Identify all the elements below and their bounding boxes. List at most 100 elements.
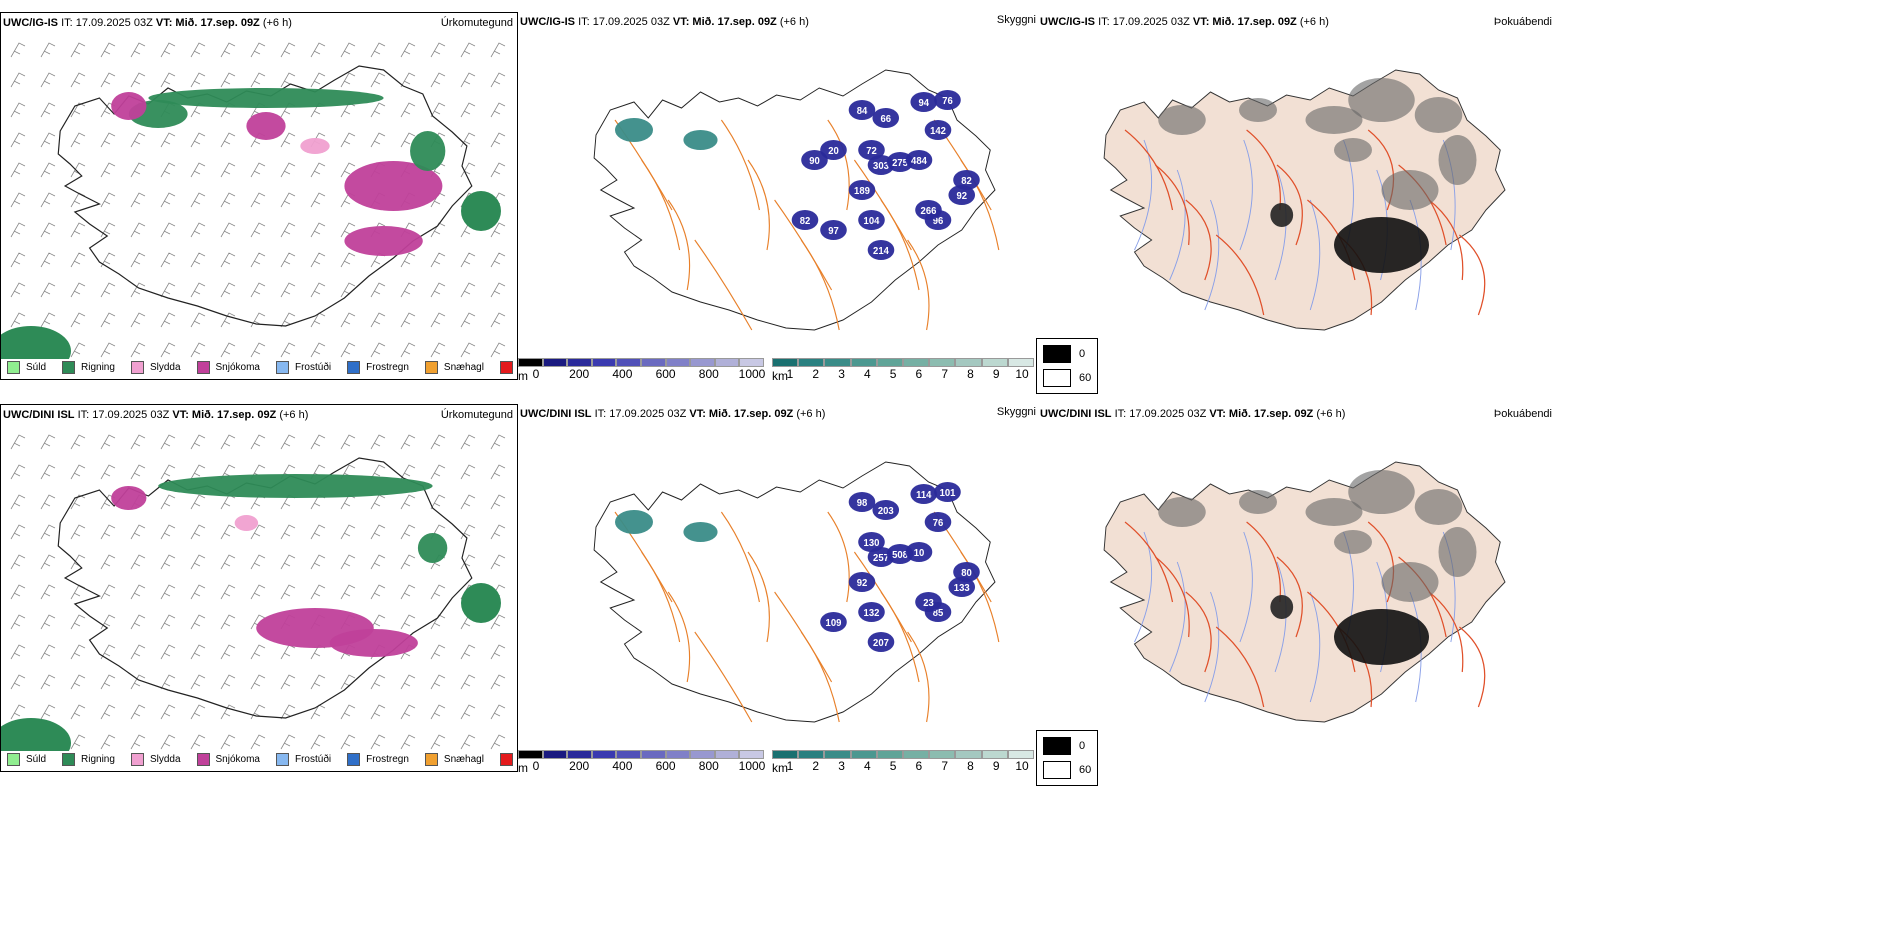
ceiling-value-label: 104	[864, 216, 880, 227]
wind-barb	[10, 704, 26, 720]
wind-barb	[460, 102, 476, 118]
colorbar-tick: 1	[786, 759, 794, 773]
road	[1215, 234, 1265, 316]
wind-barb	[310, 282, 326, 298]
colorbar-tick: 5	[889, 759, 897, 773]
wind-barb	[280, 704, 296, 720]
road	[747, 159, 770, 251]
init-time: IT: 17.09.2025 03Z	[594, 408, 687, 420]
legend-label: Snæhagl	[443, 361, 484, 373]
panel-header: UWC/DINI ISL IT: 17.09.2025 03Z VT: Mið.…	[1040, 408, 1345, 420]
snow-area	[246, 112, 286, 140]
wind-barb	[190, 312, 206, 328]
wind-barb	[10, 464, 26, 480]
colorbar-tick: 800	[698, 367, 719, 381]
wind-barb	[460, 252, 476, 268]
panel-header: UWC/DINI ISL IT: 17.09.2025 03Z VT: Mið.…	[520, 408, 825, 420]
ceiling-value-label: 23	[923, 598, 934, 609]
road	[747, 551, 770, 643]
wind-barb	[460, 494, 476, 510]
fog-map	[1103, 69, 1506, 331]
legend-item: Súld	[7, 360, 46, 374]
precip-type-panel-bottom: UWC/DINI ISL IT: 17.09.2025 03Z VT: Mið.…	[0, 404, 547, 772]
colorbar-cells	[518, 750, 764, 759]
wind-barb	[100, 192, 116, 208]
colorbar-unit: km	[772, 369, 788, 383]
wind-barb	[430, 644, 446, 660]
road	[641, 551, 681, 643]
ceiling-value-label: 92	[956, 191, 967, 202]
ceiling-colorbar: m 0 200 400 600 800 1000	[518, 358, 766, 383]
colorbar-tick: 10	[1015, 759, 1029, 773]
wind-barb	[280, 644, 296, 660]
colorbar-cell	[714, 358, 740, 367]
road	[720, 511, 760, 603]
colorbar-cell	[591, 750, 617, 759]
wind-barb	[40, 464, 56, 480]
ceiling-cloud-area	[858, 602, 885, 622]
wind-barb	[130, 342, 146, 358]
wind-barb	[250, 674, 266, 690]
wind-barb	[250, 312, 266, 328]
wind-barb	[40, 192, 56, 208]
legend-swatch	[7, 360, 20, 374]
wind-barb	[40, 584, 56, 600]
wind-barb	[130, 162, 146, 178]
colorbar-cell	[955, 358, 982, 367]
model-name: UWC/DINI ISL	[1040, 408, 1112, 420]
wind-barb	[460, 132, 476, 148]
wind-barb	[70, 494, 86, 510]
fog-panel-bottom: UWC/DINI ISL IT: 17.09.2025 03Z VT: Mið.…	[1038, 404, 1558, 772]
road	[667, 199, 691, 291]
wind-barb	[460, 524, 476, 540]
wind-barb	[460, 282, 476, 298]
wind-barb	[160, 434, 176, 450]
wind-barb	[400, 282, 416, 298]
wind-barb	[190, 72, 206, 88]
colorbar-tick: 1	[786, 367, 794, 381]
precip-type-panel-top: UWC/IG-IS IT: 17.09.2025 03Z VT: Mið. 17…	[0, 12, 547, 380]
legend-label: Frostregn	[366, 753, 409, 765]
wind-barb	[250, 434, 266, 450]
wind-barb	[250, 342, 266, 358]
colorbar-cell	[616, 358, 641, 367]
legend-label: Frostúði	[294, 361, 332, 373]
rain-area	[461, 191, 501, 231]
ceiling-colorbar: m 0 200 400 600 800 1000	[518, 750, 766, 775]
legend-swatch	[499, 360, 513, 374]
wind-barb	[370, 102, 386, 118]
valid-time: VT: Mið. 17.sep. 09Z	[155, 17, 260, 29]
colorbar-tick: 6	[915, 759, 923, 773]
wind-barb	[100, 222, 116, 238]
fog-legend: 0 60	[1036, 338, 1099, 394]
wind-barb	[370, 464, 386, 480]
colorbar-cell	[567, 358, 592, 367]
low-visibility-area	[615, 118, 653, 142]
colorbar-tick: 7	[941, 759, 948, 773]
ceiling-value-label: 85	[933, 608, 944, 619]
wind-barb	[280, 252, 296, 268]
init-time: IT: 17.09.2025 03Z	[61, 17, 153, 29]
wind-barb	[220, 734, 236, 750]
wind-barb	[250, 554, 266, 570]
wind-barb	[130, 704, 146, 720]
wind-barb	[130, 674, 146, 690]
fog-area-dense	[1270, 595, 1294, 619]
colorbar-tick: 1000	[738, 759, 766, 773]
wind-barb	[400, 342, 416, 358]
wind-barb	[280, 584, 296, 600]
colorbar-ticks: 0 200 400 600 800 1000	[518, 367, 766, 381]
colorbar-tick: 200	[569, 367, 590, 381]
wind-barb	[280, 524, 296, 540]
ceiling-value-label: 303	[873, 161, 889, 172]
wind-barb	[460, 434, 476, 450]
wind-barb	[160, 704, 176, 720]
wind-barb	[100, 584, 116, 600]
river	[1309, 199, 1321, 311]
wind-barb	[490, 644, 506, 660]
fog-area	[1414, 97, 1463, 133]
wind-barb	[310, 252, 326, 268]
snow-area	[111, 92, 147, 120]
iceland-group	[1103, 461, 1506, 723]
ceiling-cloud-area	[953, 562, 980, 582]
